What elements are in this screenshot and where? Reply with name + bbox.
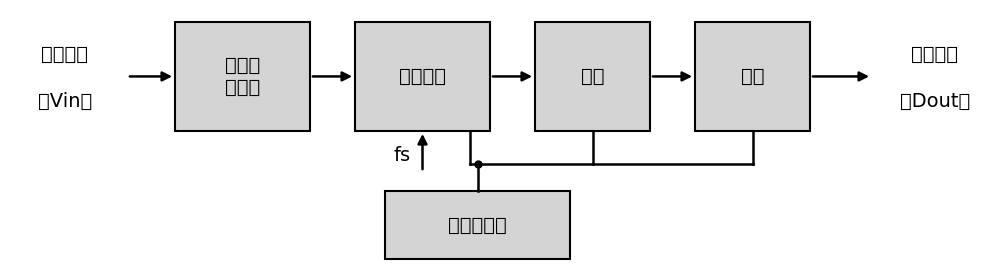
- FancyBboxPatch shape: [355, 22, 490, 131]
- Text: （Dout）: （Dout）: [900, 91, 970, 111]
- FancyBboxPatch shape: [535, 22, 650, 131]
- FancyBboxPatch shape: [695, 22, 810, 131]
- Text: 采样保持: 采样保持: [399, 67, 446, 86]
- Text: 量化: 量化: [581, 67, 604, 86]
- FancyBboxPatch shape: [175, 22, 310, 131]
- Text: （Vin）: （Vin）: [38, 91, 92, 111]
- Text: 时钟与控制: 时钟与控制: [448, 216, 507, 235]
- Text: 输出信号: 输出信号: [912, 45, 958, 64]
- Text: 输入信号: 输入信号: [42, 45, 88, 64]
- Text: fs: fs: [393, 146, 411, 165]
- FancyBboxPatch shape: [385, 191, 570, 259]
- Text: 编码: 编码: [741, 67, 764, 86]
- Text: 抗混叠
滤波器: 抗混叠 滤波器: [225, 56, 260, 97]
